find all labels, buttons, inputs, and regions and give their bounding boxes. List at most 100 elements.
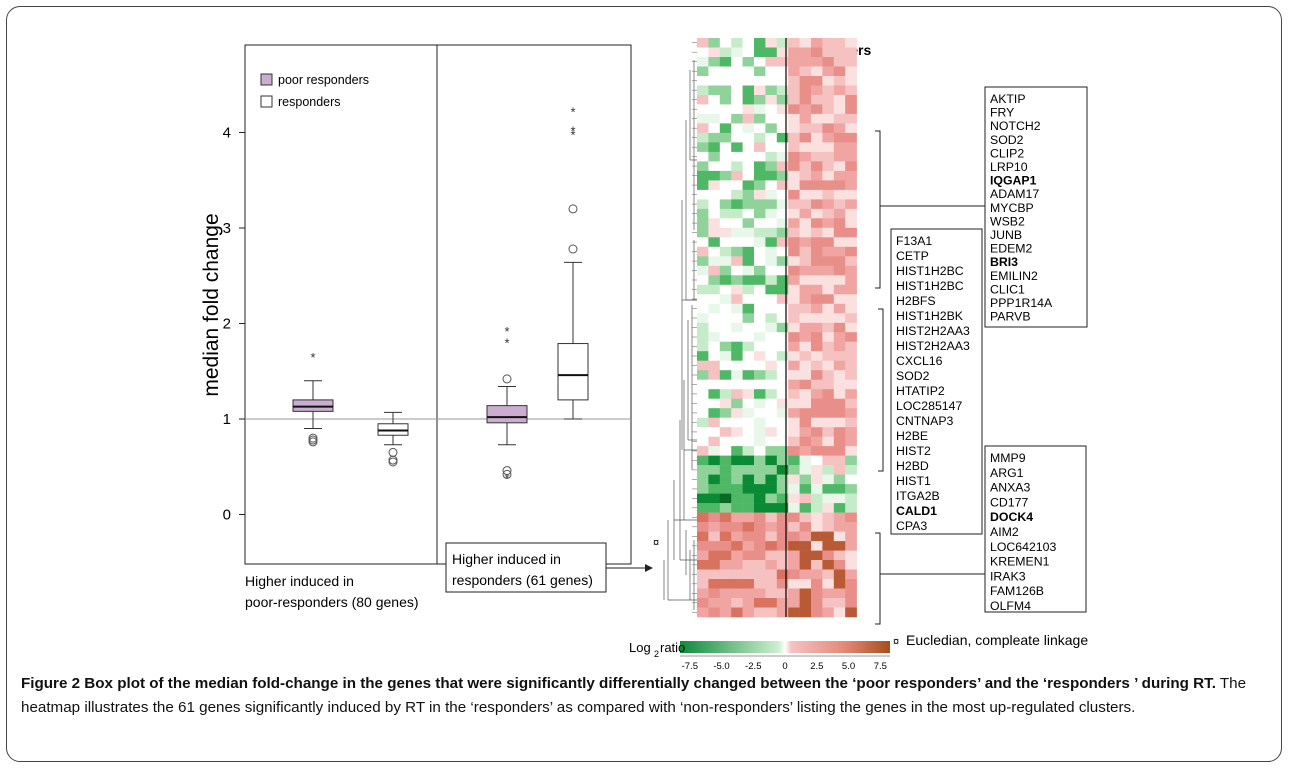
heatmap-cell: [811, 104, 823, 115]
heatmap-cell: [765, 493, 778, 504]
heatmap-cell: [799, 569, 812, 580]
gene-label: CALD1: [896, 504, 937, 518]
heatmap-cell: [822, 531, 835, 542]
heatmap-cell: [799, 218, 812, 229]
heatmap-cell: [719, 265, 732, 276]
heatmap-cell: [822, 332, 835, 342]
heatmap-cell: [697, 588, 709, 599]
heatmap-cell: [697, 598, 709, 608]
heatmap-cell: [697, 66, 709, 77]
heatmap-cell: [833, 180, 846, 191]
gene-label: PARVB: [990, 310, 1031, 324]
heatmap-cell: [765, 57, 778, 67]
heatmap-cell: [742, 503, 755, 513]
heatmap-cell: [731, 66, 743, 77]
heatmap-cell: [799, 265, 812, 276]
heatmap-cell: [754, 38, 766, 48]
heatmap-cell: [799, 322, 812, 333]
heatmap-cell: [719, 531, 732, 542]
legend-swatch-responders: [260, 95, 273, 108]
heatmap-cell: [719, 170, 732, 181]
heatmap-cell: [719, 123, 732, 134]
y-axis-label: median fold change: [200, 213, 223, 396]
heatmap-cell: [708, 379, 721, 390]
heatmap-cell: [754, 275, 766, 286]
gene-label: HIST1: [896, 474, 931, 488]
heatmap-cell: [845, 256, 857, 267]
heatmap-cell: [833, 550, 846, 561]
heatmap-cell: [788, 332, 800, 342]
heatmap-cell: [811, 47, 823, 58]
heatmap-cell: [845, 95, 857, 105]
heatmap-cell: [731, 246, 743, 257]
heatmap-cell: [799, 512, 812, 523]
heatmap-cell: [799, 237, 812, 248]
heatmap-cell: [811, 303, 823, 314]
heatmap-cell: [799, 370, 812, 380]
heatmap-cell: [708, 246, 721, 257]
gene-label: ARG1: [990, 466, 1024, 480]
heatmap-cell: [788, 95, 800, 105]
heatmap-cell: [754, 237, 766, 248]
extreme-point: *: [570, 124, 575, 139]
heatmap-cell: [742, 104, 755, 115]
heatmap-cell: [822, 132, 835, 143]
heatmap-cell: [765, 417, 778, 428]
heatmap-cell: [708, 465, 721, 475]
heatmap-cell: [765, 484, 778, 494]
heatmap-cell: [799, 531, 812, 542]
heatmap-cell: [731, 465, 743, 475]
heatmap-cell: [845, 237, 857, 248]
heatmap-cell: [833, 512, 846, 523]
heatmap-cell: [845, 104, 857, 115]
heatmap-cell: [822, 123, 835, 134]
heatmap-cell: [776, 465, 789, 475]
panel-label-right-line2: responders (61 genes): [452, 572, 593, 588]
heatmap-cell: [708, 265, 721, 276]
heatmap-cell: [822, 351, 835, 361]
gene-label: F13A1: [896, 234, 932, 248]
heatmap-cell: [776, 208, 789, 219]
heatmap-cell: [799, 427, 812, 437]
heatmap-cell: [833, 57, 846, 67]
heatmap-cell: [776, 132, 789, 143]
heatmap-cell: [822, 436, 835, 447]
heatmap-cell: [765, 446, 778, 456]
gene-label: MMP9: [990, 451, 1026, 465]
heatmap-cell: [845, 465, 857, 475]
heatmap-cell: [788, 265, 800, 276]
heatmap-cell: [731, 57, 743, 67]
heatmap-cell: [788, 66, 800, 77]
heatmap-cell: [754, 76, 766, 86]
heatmap-cell: [765, 199, 778, 210]
colorbar-tick-label: -7.5: [682, 661, 698, 669]
heatmap-cell: [799, 503, 812, 513]
heatmap-cell: [697, 436, 709, 447]
heatmap-cell: [845, 113, 857, 124]
heatmap-cell: [788, 484, 800, 494]
heatmap-cell: [731, 341, 743, 352]
heatmap-cell: [708, 332, 721, 342]
heatmap-cell: [833, 265, 846, 276]
heatmap-cell: [811, 493, 823, 504]
heatmap-cell: [822, 161, 835, 172]
heatmap-cell: [811, 95, 823, 105]
heatmap-cell: [742, 237, 755, 248]
heatmap-cell: [731, 598, 743, 608]
heatmap-cell: [811, 455, 823, 466]
heatmap-cell: [788, 389, 800, 399]
heatmap-cell: [719, 484, 732, 494]
gene-label: JUNB: [990, 228, 1022, 242]
heatmap-cell: [811, 123, 823, 134]
heatmap-cell: [845, 436, 857, 447]
bracket-bottom: [875, 532, 881, 625]
heatmap-cell: [799, 607, 812, 618]
gene-label: SOD2: [896, 369, 930, 383]
heatmap-cell: [776, 332, 789, 342]
heatmap-cell: [719, 569, 732, 580]
heatmap-cell: [788, 294, 800, 305]
heatmap-cell: [731, 218, 743, 229]
heatmap-cell: [776, 541, 789, 551]
heatmap-cell: [822, 313, 835, 324]
